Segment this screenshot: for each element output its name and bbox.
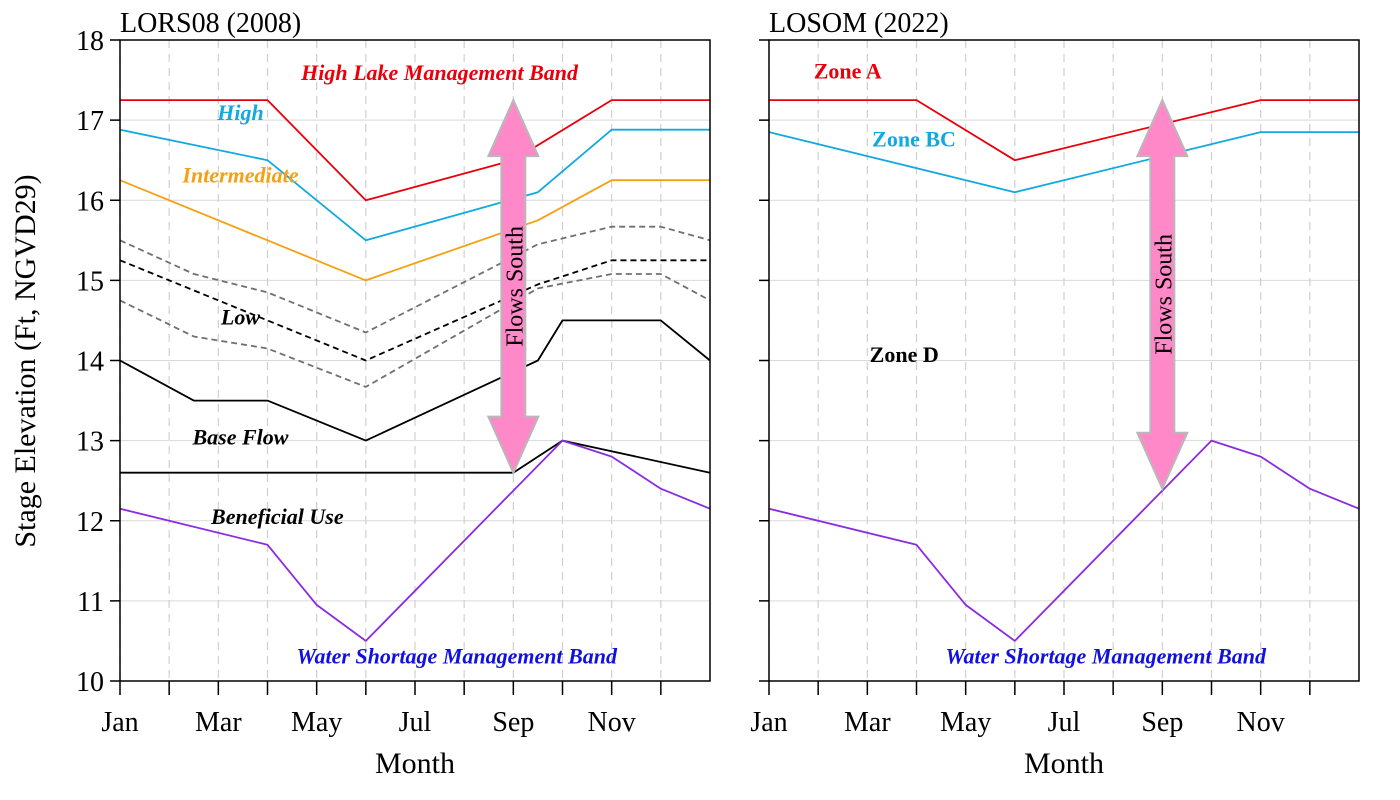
series-label: Intermediate [181, 163, 298, 188]
series-label: High [216, 100, 263, 125]
series-line-zone-d [768, 439, 1360, 642]
x-tick-label: Jan [101, 707, 138, 738]
series-line-4 [119, 225, 711, 334]
chart-panels: Flows South High Lake Management Band High… [76, 8, 1360, 780]
y-tick-label: 14 [76, 347, 104, 378]
x-tick-label: Jul [399, 707, 432, 738]
flows-south-arrow [486, 97, 540, 476]
y-tick-label: 12 [76, 507, 104, 538]
series-line-high-lake-management-band [120, 99, 710, 202]
series-line-zone-bc [768, 131, 1359, 194]
x-tick-label: Sep [1141, 707, 1183, 738]
panel-title: LORS08 (2008) [120, 8, 301, 39]
x-tick-label: Sep [492, 707, 534, 738]
x-tick-label: Jul [1048, 707, 1081, 738]
series-label: Water Shortage Management Band [946, 643, 1267, 668]
series-line-low [119, 319, 711, 442]
series-label: Base Flow [191, 425, 288, 450]
y-tick-label: 13 [76, 427, 104, 458]
y-tick-label: 16 [76, 186, 104, 217]
x-tick-label: Mar [844, 707, 891, 738]
flows-south-label: Flows South [502, 226, 528, 347]
series-label: Zone BC [872, 127, 956, 152]
series-line-zone-a [769, 99, 1359, 162]
y-tick-label: 11 [77, 587, 104, 618]
y-tick-label: 17 [76, 106, 104, 137]
flows-south-label: Flows South [1151, 234, 1177, 355]
series-line-base-flow [120, 439, 711, 474]
x-tick-label: Jan [750, 707, 787, 738]
flows-south-arrow [1135, 97, 1189, 492]
x-tick-label: Mar [195, 707, 242, 738]
series-label: Zone D [870, 342, 939, 367]
x-tick-label: May [940, 707, 991, 738]
series-label: Low [220, 304, 260, 329]
y-tick-label: 18 [76, 26, 104, 57]
x-tick-label: Nov [1237, 707, 1285, 738]
chart-panel-1: Flows South High Lake Management Band High… [76, 8, 711, 780]
x-axis-title: Month [375, 747, 455, 780]
y-axis-title: Stage Elevation (Ft, NGVD29) [9, 174, 42, 547]
series-line-beneficial-use [119, 439, 711, 642]
series-line-high [119, 128, 710, 242]
panel-title: LOSOM (2022) [769, 8, 949, 39]
y-tick-label: 15 [76, 266, 104, 297]
x-tick-label: Nov [588, 707, 636, 738]
series-label: High Lake Management Band [300, 60, 579, 85]
series-label: Beneficial Use [210, 504, 344, 529]
series-line-intermediate [119, 179, 710, 282]
chart-panel-2: Flows South Zone A Zone BC Zone D Water Shor… [750, 8, 1360, 780]
series-label: Zone A [814, 58, 882, 83]
series-line-6 [119, 273, 711, 388]
x-tick-label: May [291, 707, 342, 738]
y-tick-label: 10 [76, 667, 104, 698]
series-line-5 [119, 259, 710, 362]
x-axis-title: Month [1024, 747, 1104, 780]
series-label: Water Shortage Management Band [297, 643, 618, 668]
